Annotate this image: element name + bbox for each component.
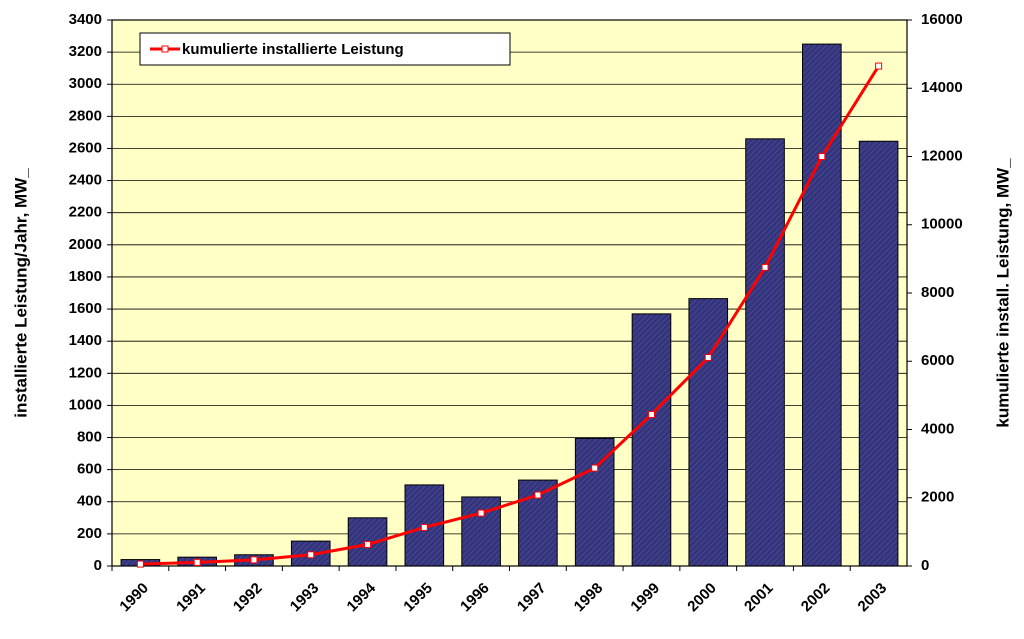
bar [631,313,672,567]
plot-background [112,20,907,566]
line-marker [193,558,201,566]
x-tick-label: 1992 [230,580,266,616]
x-tick-label: 2003 [855,580,891,616]
y-tick-label: 2400 [69,172,102,189]
line [140,65,880,566]
legend-label: kumulierte installierte Leistung [182,41,404,58]
line-marker [591,464,599,472]
y-tick-label: 1400 [69,332,102,349]
bar [574,437,615,567]
x-tick-label: 1993 [287,580,323,616]
y-tick-label: 3000 [69,75,102,92]
y-tick-label: 0 [94,557,102,574]
y-tick-label: 2800 [69,107,102,124]
line-marker [534,491,542,499]
y-axis-label: installierte Leistung/Jahr, MW_ [11,168,30,418]
legend-marker [161,45,169,53]
y-tick-label: 600 [77,461,102,478]
y2-tick-label: 4000 [921,420,954,437]
y2-tick-label: 6000 [921,352,954,369]
y-tick-label: 1000 [69,396,102,413]
line-marker [647,410,655,418]
line-marker [420,523,428,531]
legend-box [139,32,511,66]
x-tick-label: 1991 [173,580,209,616]
y2-tick-label: 10000 [921,216,963,233]
y-tick-label: 200 [77,525,102,542]
x-tick-label: 2001 [741,580,777,616]
y2-tick-label: 2000 [921,489,954,506]
y2-tick-label: 12000 [921,147,963,164]
x-tick-label: 2000 [684,580,720,616]
bar [802,43,842,567]
y-tick-label: 3200 [69,43,102,60]
y-tick-label: 2200 [69,204,102,221]
x-tick-label: 1994 [344,579,380,615]
x-tick-label: 1996 [457,580,493,616]
x-tick-label: 2002 [798,580,834,616]
line-marker [136,560,144,568]
x-tick-label: 1990 [116,580,152,616]
line-marker [364,541,372,549]
y2-axis-label: kumulierte install. Leistung, MW_ [993,158,1012,428]
y2-tick-label: 14000 [921,79,963,96]
line-marker [477,509,485,517]
y2-tick-label: 0 [921,557,929,574]
line-marker [704,353,712,361]
y-tick-label: 1200 [69,364,102,381]
line-marker [761,263,769,271]
x-tick-label: 1995 [400,580,436,616]
y2-tick-label: 8000 [921,284,954,301]
line-marker [250,556,258,564]
y-tick-label: 800 [77,428,102,445]
bar [745,138,785,567]
y2-tick-label: 16000 [921,11,963,28]
y-tick-label: 2000 [69,236,102,253]
y-tick-label: 3400 [69,11,102,28]
x-tick-label: 1997 [514,580,550,616]
line-marker [307,551,315,559]
y-tick-label: 1800 [69,268,102,285]
y-tick-label: 2600 [69,139,102,156]
x-tick-label: 1998 [571,580,607,616]
line-marker [875,62,883,70]
line-marker [818,153,826,160]
x-tick-label: 1999 [627,580,663,616]
y-tick-label: 1600 [69,300,102,317]
bar [688,298,729,567]
y-tick-label: 400 [77,493,102,510]
plot-frame [111,19,908,567]
bar [858,140,899,567]
